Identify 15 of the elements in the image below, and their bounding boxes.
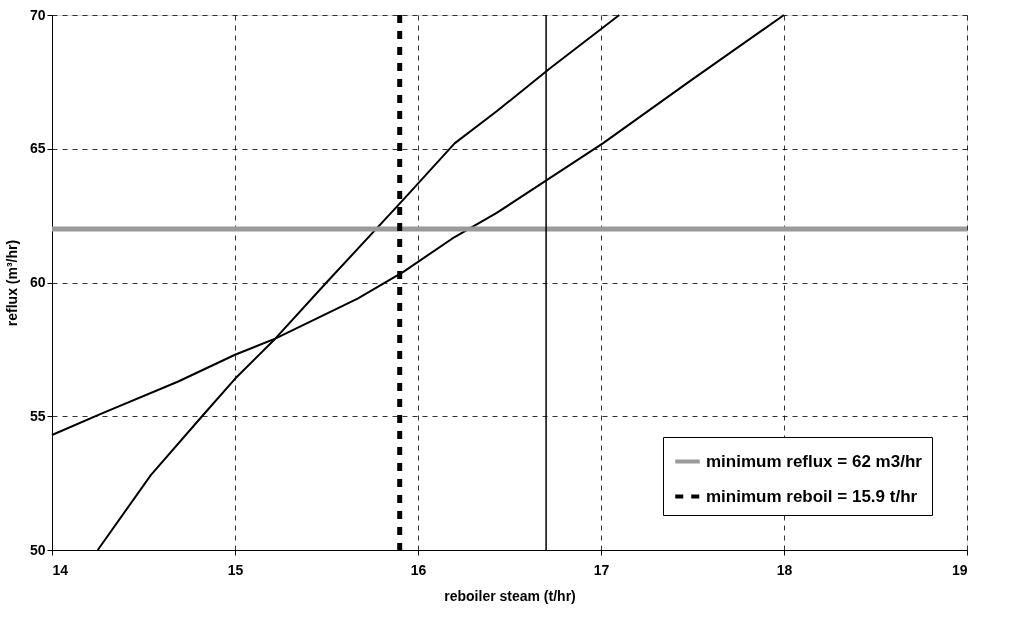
x-tick-label: 18 — [776, 561, 793, 578]
x-tick-label: 15 — [227, 561, 244, 578]
x-tick-label: 19 — [951, 561, 968, 578]
ref-line-label: minimum reboil = 15.9 t/hr — [706, 486, 918, 506]
y-axis-title: reflux (m³/hr) — [3, 239, 20, 327]
y-tick-label: 50 — [29, 541, 46, 558]
y-tick-label: 65 — [29, 140, 46, 157]
x-axis-title: reboiler steam (t/hr) — [444, 587, 576, 604]
y-tick-label: 55 — [29, 407, 46, 424]
x-tick-label: 17 — [593, 561, 610, 578]
x-tick-label: 16 — [410, 561, 427, 578]
legend-label: minimum reflux = 62 m3/hr — [706, 451, 923, 471]
y-tick-label: 70 — [29, 6, 46, 23]
x-tick-label: 14 — [52, 561, 69, 578]
y-tick-label: 60 — [29, 274, 46, 290]
